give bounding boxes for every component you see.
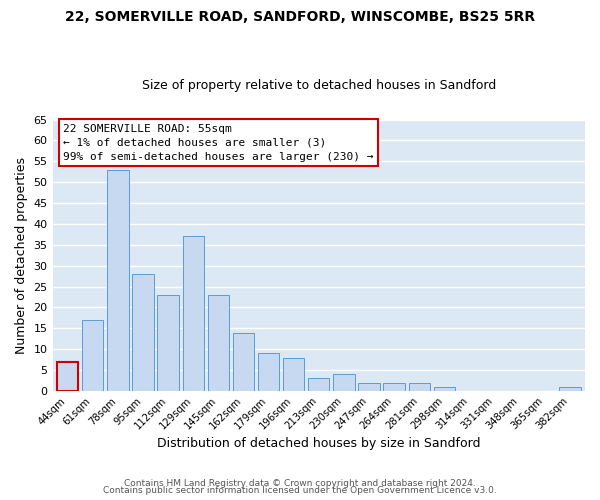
Title: Size of property relative to detached houses in Sandford: Size of property relative to detached ho… [142, 79, 496, 92]
Bar [208, 295, 229, 391]
Bar [559, 387, 581, 391]
Text: 22 SOMERVILLE ROAD: 55sqm
← 1% of detached houses are smaller (3)
99% of semi-de: 22 SOMERVILLE ROAD: 55sqm ← 1% of detach… [63, 124, 374, 162]
Bar [308, 378, 329, 391]
Bar [358, 382, 380, 391]
X-axis label: Distribution of detached houses by size in Sandford: Distribution of detached houses by size … [157, 437, 481, 450]
Bar [409, 382, 430, 391]
Bar [233, 332, 254, 391]
Bar [333, 374, 355, 391]
Bar [107, 170, 128, 391]
Bar [132, 274, 154, 391]
Bar [383, 382, 405, 391]
Bar [283, 358, 304, 391]
Bar [157, 295, 179, 391]
Text: 22, SOMERVILLE ROAD, SANDFORD, WINSCOMBE, BS25 5RR: 22, SOMERVILLE ROAD, SANDFORD, WINSCOMBE… [65, 10, 535, 24]
Bar [434, 387, 455, 391]
Y-axis label: Number of detached properties: Number of detached properties [15, 157, 28, 354]
Bar [57, 362, 78, 391]
Text: Contains HM Land Registry data © Crown copyright and database right 2024.: Contains HM Land Registry data © Crown c… [124, 478, 476, 488]
Bar [258, 354, 279, 391]
Bar [82, 320, 103, 391]
Text: Contains public sector information licensed under the Open Government Licence v3: Contains public sector information licen… [103, 486, 497, 495]
Bar [182, 236, 204, 391]
